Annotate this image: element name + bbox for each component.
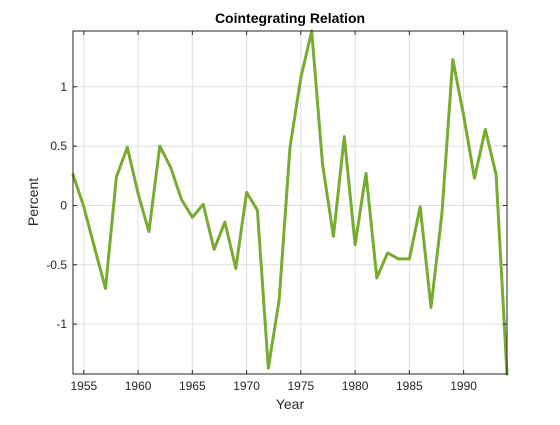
- data-point: [191, 216, 194, 219]
- x-tick-label: 1980: [342, 379, 369, 393]
- data-point: [256, 209, 259, 212]
- data-point: [126, 146, 129, 149]
- data-point: [408, 257, 411, 261]
- data-point: [180, 198, 183, 201]
- data-point: [299, 76, 303, 79]
- data-point: [277, 299, 281, 302]
- x-tick-label: 1960: [125, 379, 152, 393]
- y-axis: -1 -0.5 0 0.5 1: [46, 80, 507, 331]
- data-point: [136, 192, 140, 195]
- data-point: [451, 58, 454, 61]
- x-axis: 1955 1960 1965 1970 1975 1980 1985 1990: [70, 31, 477, 393]
- data-point: [473, 176, 476, 180]
- data-point: [494, 173, 498, 176]
- data-point: [169, 166, 172, 169]
- chart-title: Cointegrating Relation: [215, 10, 365, 26]
- data-point: [364, 172, 368, 175]
- data-point: [288, 146, 292, 149]
- data-point: [375, 276, 378, 280]
- data-point: [397, 257, 400, 261]
- data-point: [353, 243, 357, 246]
- data-point: [484, 128, 487, 131]
- x-tick-label: 1965: [179, 379, 206, 393]
- x-axis-label: Year: [276, 396, 305, 412]
- data-point: [429, 306, 433, 309]
- data-point: [202, 203, 205, 206]
- plot-area-frame: [72, 30, 508, 375]
- x-tick-label: 1990: [450, 379, 477, 393]
- data-point: [267, 366, 270, 370]
- data-point: [212, 248, 216, 251]
- y-tick-label: 1: [60, 80, 67, 94]
- data-point: [321, 162, 324, 166]
- data-point: [386, 251, 389, 255]
- y-tick-label: 0.5: [50, 139, 67, 153]
- data-point: [343, 135, 346, 138]
- data-point: [147, 230, 151, 233]
- x-tick-label: 1985: [396, 379, 423, 393]
- data-point: [419, 205, 422, 208]
- y-axis-label: Percent: [25, 178, 41, 226]
- data-point: [223, 220, 227, 224]
- x-tick-label: 1970: [233, 379, 260, 393]
- data-point: [332, 235, 335, 238]
- y-tick-label: -0.5: [46, 258, 67, 272]
- data-point: [245, 191, 248, 194]
- data-point: [234, 267, 237, 270]
- data-point: [440, 212, 444, 215]
- data-point: [82, 205, 86, 208]
- data-point: [93, 246, 96, 250]
- y-tick-label: 0: [60, 198, 67, 212]
- series-layer: [71, 29, 509, 376]
- x-tick-label: 1975: [287, 379, 314, 393]
- data-point: [104, 287, 107, 290]
- y-tick-label: -1: [56, 317, 67, 331]
- x-tick-label: 1955: [70, 379, 97, 393]
- data-point: [462, 114, 465, 117]
- data-point: [115, 175, 118, 179]
- data-point: [158, 144, 161, 148]
